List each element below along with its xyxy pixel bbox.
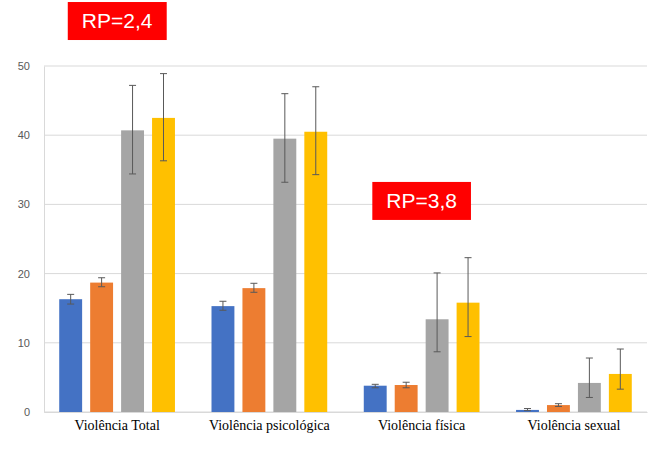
x-tick-label: Violência Total	[74, 418, 160, 433]
error-bar	[617, 349, 624, 389]
x-tick-label: Violência física	[378, 418, 466, 433]
error-bar	[403, 382, 410, 388]
error-bar	[465, 258, 472, 337]
annotation-box	[372, 182, 471, 220]
y-tick-label: 30	[18, 198, 30, 210]
bar	[242, 288, 265, 412]
y-axis-line	[44, 67, 45, 413]
x-tick: Violência psicológica	[209, 412, 331, 433]
grid-line	[44, 66, 647, 67]
annotation: RP=3,8	[372, 182, 471, 220]
x-tick: Violência sexual	[527, 412, 620, 433]
y-tick: 30	[18, 198, 44, 210]
y-tick-label: 0	[24, 406, 30, 418]
bar	[90, 283, 113, 412]
annotation-text: RP=3,8	[386, 189, 457, 212]
y-tick-label: 10	[18, 337, 30, 349]
bar	[152, 118, 175, 412]
error-bar	[281, 94, 288, 183]
error-bars	[160, 74, 624, 390]
y-tick-label: 40	[18, 129, 30, 141]
annotation: RP=2,4	[68, 2, 167, 40]
y-tick: 10	[18, 337, 44, 349]
error-bar	[98, 278, 105, 287]
error-bar	[434, 273, 441, 352]
x-tick: Violência Total	[74, 412, 160, 433]
y-axis: 0 10 20 30 40 50	[18, 60, 45, 418]
x-axis-line	[45, 412, 648, 413]
y-tick: 20	[18, 268, 44, 280]
chart: 0 10 20 30 40 50 Violência Total Violência psic…	[0, 0, 669, 450]
x-tick: Violência física	[378, 412, 466, 433]
bar	[364, 386, 387, 412]
error-bar	[555, 404, 562, 407]
annotation-box	[68, 2, 167, 40]
series	[121, 130, 601, 412]
x-axis: Violência Total Violência psicológica Viol…	[45, 412, 648, 433]
error-bar	[219, 301, 226, 310]
bars	[59, 74, 632, 412]
error-bar	[524, 409, 531, 411]
error-bar	[250, 283, 257, 292]
y-tick-label: 20	[18, 268, 30, 280]
x-tick-label: Violência sexual	[527, 418, 620, 433]
error-bar	[67, 294, 74, 304]
error-bars	[67, 294, 531, 410]
error-bars	[98, 278, 562, 407]
y-tick: 0	[24, 406, 44, 418]
annotation-text: RP=2,4	[82, 9, 153, 32]
error-bar	[312, 87, 319, 175]
bar	[59, 299, 82, 412]
error-bar	[160, 74, 167, 161]
grid	[44, 66, 647, 412]
y-tick: 40	[18, 129, 44, 141]
y-tick: 50	[18, 60, 44, 72]
x-tick-label: Violência psicológica	[209, 418, 331, 433]
error-bar	[129, 85, 136, 174]
bar	[212, 306, 235, 412]
error-bar	[372, 384, 379, 387]
error-bars	[129, 85, 593, 397]
plot: 0 10 20 30 40 50 Violência Total Violência psic…	[18, 2, 648, 433]
y-tick-label: 50	[18, 60, 30, 72]
bar	[395, 385, 418, 412]
error-bar	[586, 358, 593, 397]
series	[152, 118, 632, 412]
